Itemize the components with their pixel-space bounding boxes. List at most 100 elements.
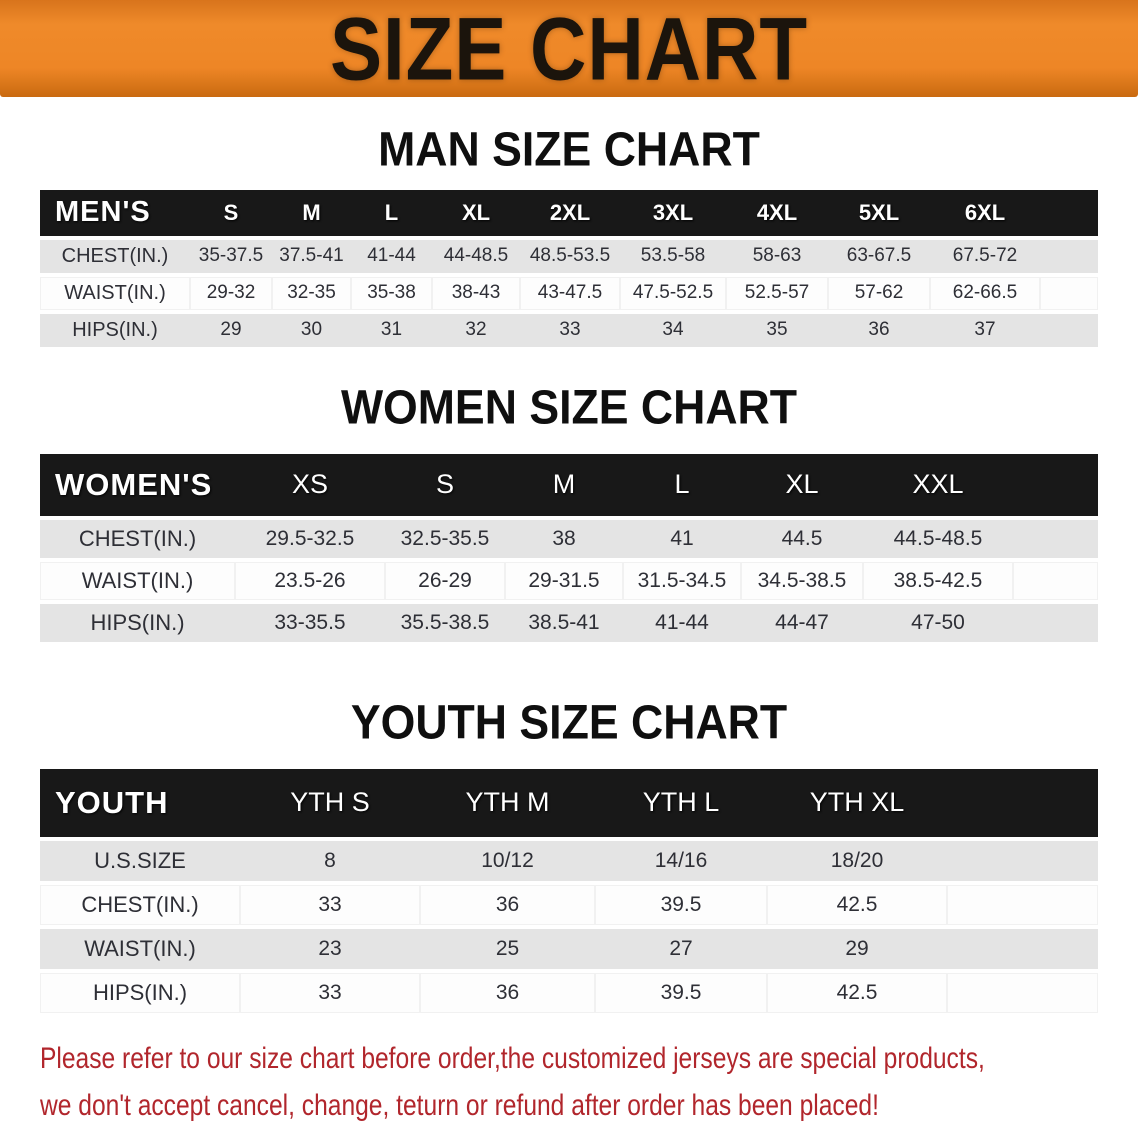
filler-cell (1013, 519, 1098, 558)
row-label: CHEST(IN.) (40, 884, 240, 925)
size-cell: 29-31.5 (505, 561, 623, 600)
size-cell: 35-38 (351, 276, 432, 310)
size-cell: 23.5-26 (235, 561, 385, 600)
size-cell: 33-35.5 (235, 603, 385, 642)
column-header: XL (432, 189, 520, 236)
women-size-table: WOMEN'S XS S M L XL XXL CHEST(IN.) 29.5-32.5 32.5… (40, 450, 1138, 646)
column-header: YTH L (595, 768, 767, 837)
size-cell: 43-47.5 (520, 276, 620, 310)
size-cell: 8 (240, 840, 420, 881)
size-cell: 47.5-52.5 (620, 276, 726, 310)
size-cell: 33 (240, 972, 420, 1013)
column-header: YTH S (240, 768, 420, 837)
youth-heading: YOUTH SIZE CHART (350, 694, 788, 749)
table-title: WOMEN'S (40, 453, 235, 516)
size-cell: 27 (595, 928, 767, 969)
size-cell: 29-32 (190, 276, 272, 310)
size-table-grid: MEN'S S M L XL 2XL 3XL 4XL 5XL 6XL CHEST(IN.) 35-37… (40, 186, 1098, 351)
header-row: MEN'S S M L XL 2XL 3XL 4XL 5XL 6XL (40, 189, 1098, 236)
size-cell: 38.5-41 (505, 603, 623, 642)
row-label: HIPS(IN.) (40, 313, 190, 347)
table-row: HIPS(IN.) 33 36 39.5 42.5 (40, 972, 1098, 1013)
footer-line-2: we don't accept cancel, change, teturn o… (40, 1089, 879, 1123)
size-cell: 58-63 (726, 239, 828, 273)
size-cell: 35 (726, 313, 828, 347)
size-cell: 33 (520, 313, 620, 347)
filler-cell (947, 840, 1098, 881)
size-cell: 25 (420, 928, 595, 969)
size-cell: 29 (190, 313, 272, 347)
section-women: WOMEN SIZE CHART WOMEN'S XS S M L XL XXL CHEST(… (0, 379, 1138, 646)
size-cell: 35.5-38.5 (385, 603, 505, 642)
size-cell: 29.5-32.5 (235, 519, 385, 558)
column-header: L (623, 453, 741, 516)
banner: SIZE CHART (0, 0, 1138, 97)
size-cell: 33 (240, 884, 420, 925)
size-cell: 38 (505, 519, 623, 558)
table-row: U.S.SIZE 8 10/12 14/16 18/20 (40, 840, 1098, 881)
size-cell: 31 (351, 313, 432, 347)
column-header: XXL (863, 453, 1013, 516)
size-cell: 14/16 (595, 840, 767, 881)
banner-title: SIZE CHART (329, 0, 809, 99)
size-cell: 44-47 (741, 603, 863, 642)
size-cell: 44-48.5 (432, 239, 520, 273)
filler-cell (1013, 453, 1098, 516)
women-heading: WOMEN SIZE CHART (340, 379, 798, 434)
column-header: 3XL (620, 189, 726, 236)
row-label: WAIST(IN.) (40, 561, 235, 600)
section-youth: YOUTH SIZE CHART YOUTH YTH S YTH M YTH L YTH… (0, 694, 1138, 1017)
row-label: CHEST(IN.) (40, 239, 190, 273)
size-cell: 35-37.5 (190, 239, 272, 273)
table-row: CHEST(IN.) 33 36 39.5 42.5 (40, 884, 1098, 925)
row-label: CHEST(IN.) (40, 519, 235, 558)
table-row: WAIST(IN.) 23 25 27 29 (40, 928, 1098, 969)
filler-cell (1040, 276, 1098, 310)
row-label: HIPS(IN.) (40, 972, 240, 1013)
column-header: YTH M (420, 768, 595, 837)
size-cell: 47-50 (863, 603, 1013, 642)
size-cell: 32 (432, 313, 520, 347)
column-header: 5XL (828, 189, 930, 236)
filler-cell (947, 928, 1098, 969)
table-row: WAIST(IN.) 23.5-26 26-29 29-31.5 31.5-34.5 34… (40, 561, 1098, 600)
size-cell: 36 (420, 972, 595, 1013)
size-cell: 53.5-58 (620, 239, 726, 273)
column-header: XL (741, 453, 863, 516)
size-cell: 44.5-48.5 (863, 519, 1013, 558)
column-header: XS (235, 453, 385, 516)
men-heading: MAN SIZE CHART (378, 121, 760, 177)
table-title: MEN'S (40, 189, 190, 236)
size-cell: 41-44 (351, 239, 432, 273)
header-row: YOUTH YTH S YTH M YTH L YTH XL (40, 768, 1098, 837)
column-header: M (272, 189, 351, 236)
table-row: HIPS(IN.) 29 30 31 32 33 34 35 36 37 (40, 313, 1098, 347)
size-cell: 32-35 (272, 276, 351, 310)
footer-note: Please refer to our size chart before or… (40, 1035, 1138, 1130)
column-header: S (385, 453, 505, 516)
column-header: 4XL (726, 189, 828, 236)
column-header: 6XL (930, 189, 1040, 236)
size-cell: 57-62 (828, 276, 930, 310)
table-row: CHEST(IN.) 29.5-32.5 32.5-35.5 38 41 44.5 44.5… (40, 519, 1098, 558)
size-table-grid: YOUTH YTH S YTH M YTH L YTH XL U.S.SIZE 8 10/12… (40, 765, 1098, 1017)
size-cell: 30 (272, 313, 351, 347)
filler-cell (1040, 239, 1098, 273)
youth-size-table: YOUTH YTH S YTH M YTH L YTH XL U.S.SIZE 8 10/12… (40, 765, 1138, 1017)
size-cell: 18/20 (767, 840, 947, 881)
size-cell: 32.5-35.5 (385, 519, 505, 558)
size-cell: 48.5-53.5 (520, 239, 620, 273)
size-cell: 39.5 (595, 972, 767, 1013)
size-cell: 39.5 (595, 884, 767, 925)
size-cell: 38.5-42.5 (863, 561, 1013, 600)
filler-cell (1040, 313, 1098, 347)
filler-cell (947, 972, 1098, 1013)
size-cell: 36 (828, 313, 930, 347)
column-header: 2XL (520, 189, 620, 236)
size-cell: 38-43 (432, 276, 520, 310)
size-cell: 37 (930, 313, 1040, 347)
size-cell: 63-67.5 (828, 239, 930, 273)
size-cell: 62-66.5 (930, 276, 1040, 310)
table-row: CHEST(IN.) 35-37.5 37.5-41 41-44 44-48.5 48.5… (40, 239, 1098, 273)
